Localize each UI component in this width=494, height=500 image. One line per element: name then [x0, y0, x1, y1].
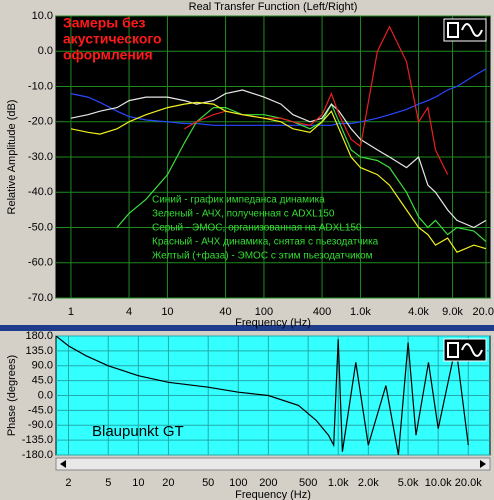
legend-entry: Зеленый - АЧХ, полученная с ADXL150: [152, 209, 335, 220]
y-tick-label: -30.0: [28, 151, 53, 163]
x-tick-label: 1.0k: [350, 306, 371, 318]
chart-title: Real Transfer Function (Left/Right): [189, 1, 358, 13]
scrollbar[interactable]: [55, 457, 491, 471]
legend-entry: Красный - АЧХ динамика, снятая с пьезода…: [152, 237, 379, 248]
y-tick-label: -60.0: [28, 257, 53, 269]
x-tick-label: 20: [162, 477, 174, 489]
y-axis-label: Relative Amplitude (dB): [6, 100, 18, 215]
annotation: Замеры без: [63, 15, 146, 31]
logo-wave: [461, 23, 483, 37]
x-tick-label: 40: [219, 306, 231, 318]
x-tick-label: 20.0k: [473, 306, 494, 318]
legend-entry: Желтый (+фаза) - ЭМОС с этим пьезодатчик…: [152, 250, 373, 262]
x-tick-label: 50: [202, 477, 214, 489]
x-tick-label: 5.0k: [398, 477, 419, 489]
x-tick-label: 9.0k: [442, 306, 463, 318]
y-tick-label: -20.0: [28, 116, 53, 128]
x-tick-label: 200: [259, 477, 277, 489]
x-tick-label: 10: [161, 306, 173, 318]
x-tick-label: 400: [313, 306, 331, 318]
annotation: акустического: [63, 31, 162, 47]
scroll-left[interactable]: [60, 460, 66, 468]
y-tick-label: 90.0: [32, 360, 53, 372]
y-tick-label: 135.0: [25, 345, 53, 357]
x-axis-label: Frequency (Hz): [235, 317, 311, 329]
logo-box: [447, 342, 459, 358]
y-tick-label: 0.0: [38, 45, 53, 57]
plot-lines: [70, 25, 487, 253]
x-tick-label: 1: [68, 306, 74, 318]
x-tick-label: 10.0k: [425, 477, 452, 489]
y-tick-label: -40.0: [28, 186, 53, 198]
y-tick-label: 180.0: [25, 330, 53, 342]
legend-entry: Синий - график импеданса динамика: [152, 194, 325, 206]
x-axis-label: Frequency (Hz): [235, 489, 311, 500]
y-tick-label: -135.0: [22, 434, 53, 446]
x-tick-label: 5: [105, 477, 111, 489]
y-axis-label: Phase (degrees): [6, 355, 18, 436]
data-line: [116, 102, 487, 243]
scroll-right[interactable]: [480, 460, 486, 468]
x-tick-label: 100: [229, 477, 247, 489]
logo-wave: [461, 343, 483, 357]
logo-box: [447, 22, 459, 38]
separator: [0, 325, 494, 331]
x-tick-label: 500: [299, 477, 317, 489]
y-tick-label: -90.0: [28, 419, 53, 431]
annotation: оформления: [63, 47, 153, 63]
x-tick-label: 2.0k: [358, 477, 379, 489]
y-tick-label: -45.0: [28, 404, 53, 416]
x-tick-label: 4.0k: [408, 306, 429, 318]
x-tick-label: 4: [126, 306, 132, 318]
data-line: [70, 101, 487, 253]
y-tick-label: 10.0: [32, 10, 53, 22]
y-tick-label: -10.0: [28, 80, 53, 92]
y-tick-label: -70.0: [28, 292, 53, 304]
x-tick-label: 1.0k: [328, 477, 349, 489]
data-line: [70, 89, 487, 229]
x-tick-label: 2: [65, 477, 71, 489]
y-tick-label: 45.0: [32, 375, 53, 387]
y-tick-label: -180.0: [22, 449, 53, 461]
x-tick-label: 100: [255, 306, 273, 318]
plot-lines: [56, 336, 469, 455]
y-tick-label: -50.0: [28, 221, 53, 233]
x-tick-label: 20.0k: [455, 477, 482, 489]
y-tick-label: 0.0: [38, 389, 53, 401]
annotation: Blaupunkt GT: [92, 423, 184, 440]
x-tick-label: 10: [132, 477, 144, 489]
legend-entry: Серый - ЭМОС, организованная на ADXL150: [152, 223, 362, 234]
data-line: [56, 336, 469, 455]
